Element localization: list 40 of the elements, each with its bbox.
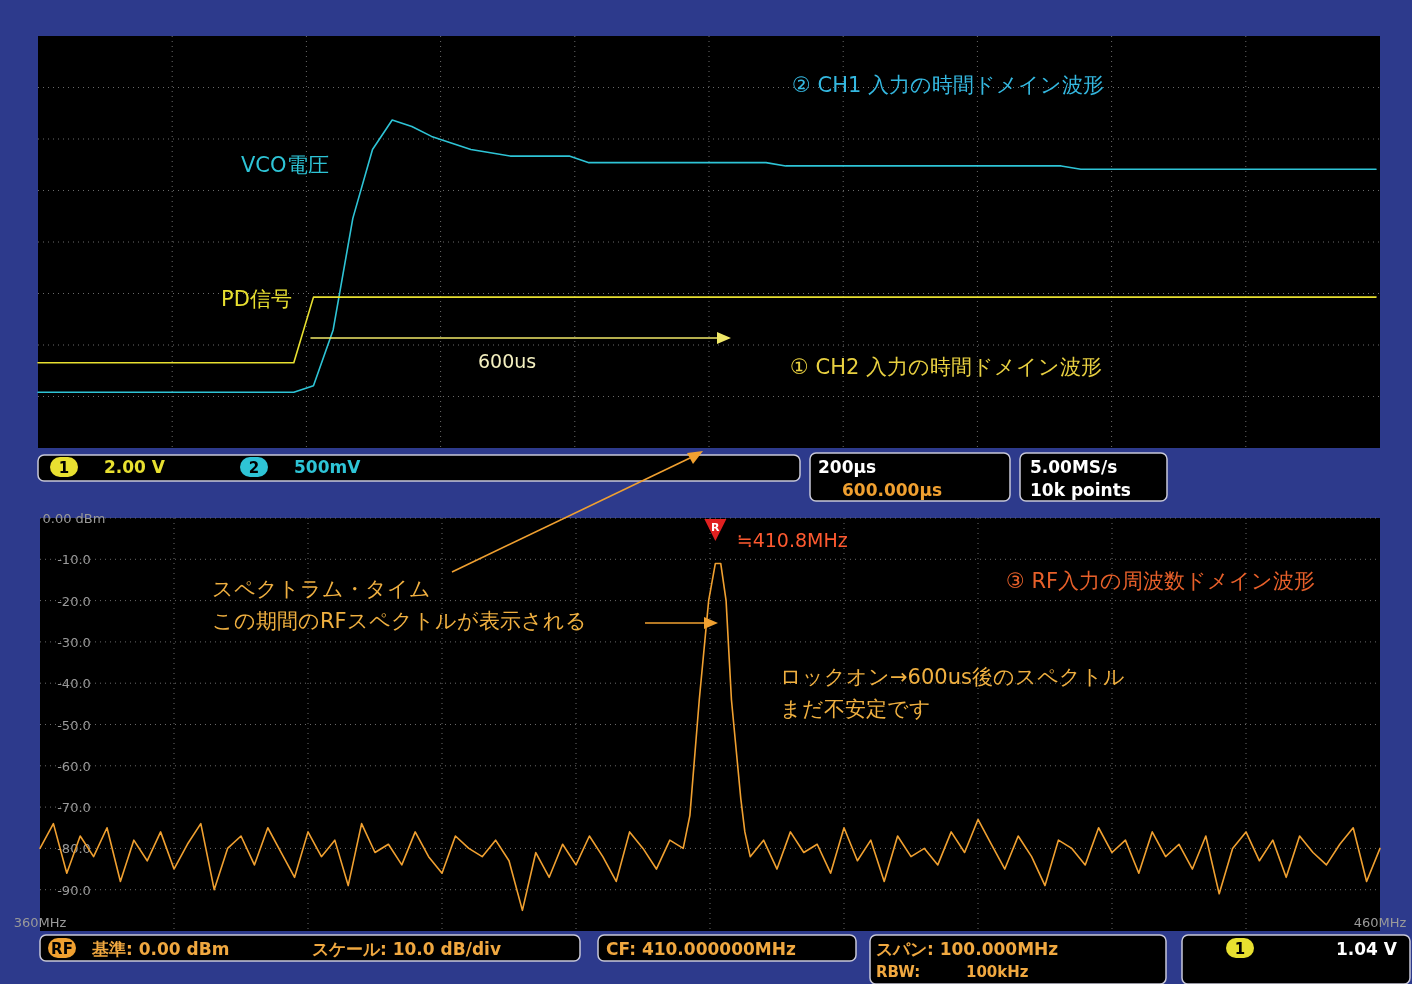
text: 100kHz bbox=[966, 963, 1029, 981]
y-tick-label: -70.0 bbox=[57, 800, 91, 816]
annotation: 600us bbox=[478, 350, 537, 372]
text: 10k points bbox=[1030, 480, 1131, 500]
text: RBW: bbox=[876, 963, 921, 981]
annotation: ロックオン→600us後のスペクトル bbox=[780, 665, 1125, 689]
annotation: ≒410.8MHz bbox=[736, 529, 848, 552]
text: 1 bbox=[1234, 940, 1246, 958]
text: 200µs bbox=[818, 457, 877, 477]
text: スパン: 100.000MHz bbox=[876, 939, 1059, 959]
text: 1 bbox=[58, 459, 70, 477]
series-label: PD信号 bbox=[221, 287, 292, 311]
y-tick-label: -50.0 bbox=[57, 717, 91, 733]
annotation: R bbox=[711, 521, 721, 534]
text: RF bbox=[51, 940, 73, 958]
text: 5.00MS/s bbox=[1030, 457, 1118, 477]
text: ② CH1 入力の時間ドメイン波形 bbox=[792, 73, 1104, 97]
y-tick-label: -20.0 bbox=[57, 593, 91, 609]
annotation: この期間のRFスペクトルが表示される bbox=[212, 609, 587, 633]
text: 2 bbox=[248, 459, 260, 477]
annotation: スペクトラム・タイム bbox=[212, 577, 431, 601]
x-tick-label: 460MHz bbox=[1353, 915, 1407, 930]
line-series bbox=[39, 562, 1381, 912]
y-tick-label: -10.0 bbox=[57, 552, 91, 568]
text: 2.00 V bbox=[104, 457, 166, 477]
y-tick-label: -30.0 bbox=[57, 634, 91, 650]
y-tick-label: -60.0 bbox=[57, 758, 91, 774]
y-tick-label: -40.0 bbox=[57, 676, 91, 692]
text: CF: 410.000000MHz bbox=[606, 939, 796, 959]
annotation: ① CH2 入力の時間ドメイン波形 bbox=[790, 355, 1102, 379]
y-tick-label: -90.0 bbox=[57, 882, 91, 898]
series-label: VCO電圧 bbox=[241, 153, 329, 177]
text: 600.000µs bbox=[842, 480, 943, 500]
text: 1.04 V bbox=[1336, 939, 1398, 959]
text: スケール: 10.0 dB/div bbox=[312, 939, 501, 959]
annotation: まだ不安定です bbox=[780, 697, 931, 721]
text: 500mV bbox=[294, 457, 362, 477]
x-tick-label: 360MHz bbox=[13, 915, 67, 930]
annotation: ③ RF入力の周波数ドメイン波形 bbox=[1006, 569, 1316, 593]
text: 基準: 0.00 dBm bbox=[91, 939, 230, 959]
